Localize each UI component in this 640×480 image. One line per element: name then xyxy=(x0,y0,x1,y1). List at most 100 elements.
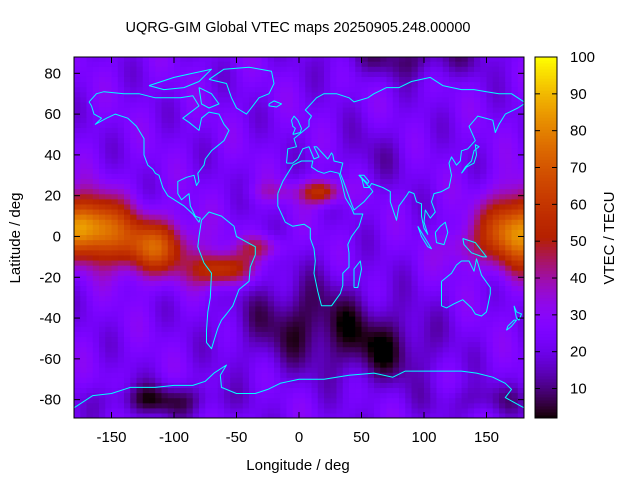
heatmap-cell xyxy=(236,86,244,93)
heatmap-cell xyxy=(424,76,431,83)
heatmap-cell xyxy=(380,198,388,205)
heatmap-cell xyxy=(361,219,369,225)
heatmap-cell xyxy=(86,356,94,363)
heatmap-cell xyxy=(124,295,131,302)
heatmap-cell xyxy=(311,356,319,363)
heatmap-cell xyxy=(430,71,438,77)
heatmap-cell xyxy=(205,295,213,302)
heatmap-cell xyxy=(86,270,94,276)
heatmap-cell xyxy=(430,142,438,149)
heatmap-cell xyxy=(380,142,388,149)
heatmap-cell xyxy=(180,316,188,322)
heatmap-cell xyxy=(311,305,319,312)
heatmap-cell xyxy=(386,147,394,154)
heatmap-cell xyxy=(124,106,131,113)
heatmap-cell xyxy=(274,377,281,383)
heatmap-cell xyxy=(142,214,150,220)
heatmap-cell xyxy=(349,147,356,154)
heatmap-cell xyxy=(411,300,419,307)
heatmap-cell xyxy=(211,142,219,149)
heatmap-cell xyxy=(236,122,244,128)
heatmap-cell xyxy=(330,96,338,103)
heatmap-cell xyxy=(430,300,438,307)
heatmap-cell xyxy=(205,412,213,418)
heatmap-cell xyxy=(455,275,463,281)
heatmap-cell xyxy=(180,112,188,118)
heatmap-cell xyxy=(505,137,513,144)
heatmap-cell xyxy=(155,71,163,77)
heatmap-cell xyxy=(511,270,519,276)
heatmap-cell xyxy=(111,372,119,378)
heatmap-cell xyxy=(361,137,369,144)
heatmap-cell xyxy=(392,234,400,241)
heatmap-cell xyxy=(324,249,331,256)
heatmap-cell xyxy=(342,91,350,98)
heatmap-cell xyxy=(186,127,194,134)
heatmap-cell xyxy=(167,142,175,149)
heatmap-cell xyxy=(361,285,369,292)
heatmap-cell xyxy=(292,351,300,358)
heatmap-cell xyxy=(317,168,325,174)
heatmap-cell xyxy=(405,234,413,241)
heatmap-cell xyxy=(205,188,213,195)
heatmap-cell xyxy=(155,163,163,169)
heatmap-cell xyxy=(274,310,281,317)
heatmap-cell xyxy=(411,112,419,118)
heatmap-cell xyxy=(299,351,306,358)
heatmap-cell xyxy=(517,305,524,312)
heatmap-cell xyxy=(280,106,288,113)
heatmap-cell xyxy=(261,392,269,399)
heatmap-cell xyxy=(424,270,431,276)
heatmap-cell xyxy=(467,137,475,144)
heatmap-cell xyxy=(474,351,481,358)
heatmap-cell xyxy=(499,106,506,113)
heatmap-cell xyxy=(224,229,231,236)
heatmap-cell xyxy=(505,188,513,195)
heatmap-cell xyxy=(199,259,206,266)
heatmap-cell xyxy=(505,86,513,93)
heatmap-cell xyxy=(136,229,144,236)
heatmap-cell xyxy=(317,96,325,103)
heatmap-cell xyxy=(249,265,256,271)
heatmap-cell xyxy=(449,219,456,225)
heatmap-cell xyxy=(411,91,419,98)
heatmap-cell xyxy=(111,127,119,134)
heatmap-cell xyxy=(230,351,238,358)
heatmap-cell xyxy=(342,183,350,190)
heatmap-cell xyxy=(199,157,206,164)
heatmap-cell xyxy=(136,193,144,200)
heatmap-cell xyxy=(111,106,119,113)
heatmap-cell xyxy=(255,295,263,302)
heatmap-cell xyxy=(361,326,369,332)
heatmap-cell xyxy=(117,377,125,383)
heatmap-cell xyxy=(267,178,275,185)
heatmap-cell xyxy=(199,96,206,103)
heatmap-cell xyxy=(105,66,113,72)
heatmap-cell xyxy=(367,117,375,123)
heatmap-cell xyxy=(117,137,125,144)
heatmap-cell xyxy=(186,336,194,343)
heatmap-cell xyxy=(449,198,456,205)
heatmap-cell xyxy=(205,372,213,378)
heatmap-cell xyxy=(486,310,494,317)
heatmap-cell xyxy=(461,280,469,287)
heatmap-cell xyxy=(255,152,263,159)
heatmap-cell xyxy=(505,300,513,307)
heatmap-cell xyxy=(436,122,444,128)
heatmap-cell xyxy=(405,137,413,144)
heatmap-cell xyxy=(261,239,269,246)
heatmap-cell xyxy=(317,397,325,404)
heatmap-cell xyxy=(292,178,300,185)
heatmap-cell xyxy=(74,91,81,98)
heatmap-cell xyxy=(442,346,450,353)
heatmap-cell xyxy=(149,229,156,236)
heatmap-cell xyxy=(317,270,325,276)
heatmap-cell xyxy=(274,91,281,98)
heatmap-cell xyxy=(436,367,444,373)
heatmap-cell xyxy=(386,356,394,363)
heatmap-cell xyxy=(299,101,306,108)
heatmap-cell xyxy=(299,361,306,368)
heatmap-cell xyxy=(86,203,94,210)
heatmap-cell xyxy=(480,132,488,139)
heatmap-cell xyxy=(136,219,144,225)
